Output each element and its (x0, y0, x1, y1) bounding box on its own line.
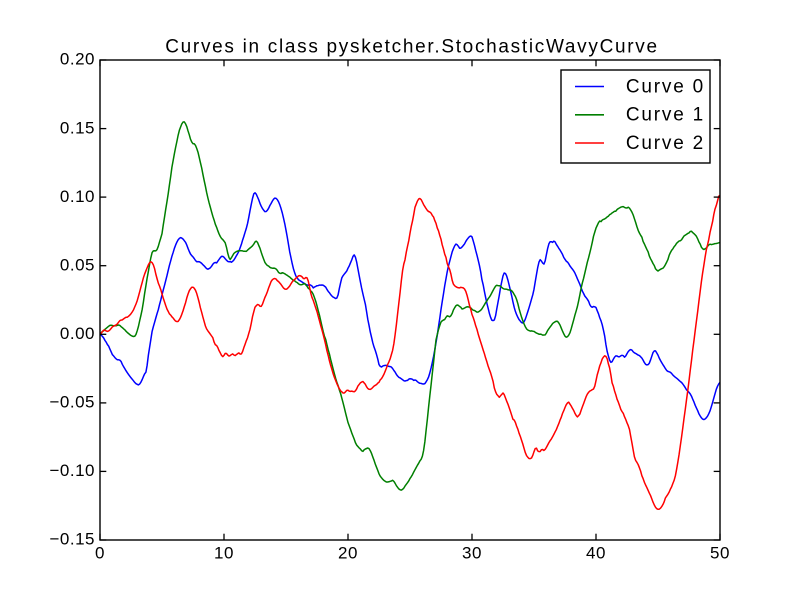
svg-text:10: 10 (214, 543, 234, 562)
svg-text:50: 50 (710, 543, 730, 562)
svg-text:20: 20 (338, 543, 358, 562)
svg-text:0.20: 0.20 (60, 50, 95, 69)
svg-text:Curves in class pysketcher.Sto: Curves in class pysketcher.StochasticWav… (165, 37, 659, 58)
svg-text:40: 40 (586, 543, 606, 562)
svg-text:Curve 0: Curve 0 (626, 76, 705, 97)
svg-text:Curve 2: Curve 2 (626, 133, 705, 154)
svg-text:−0.10: −0.10 (49, 461, 95, 480)
svg-text:Curve 1: Curve 1 (626, 105, 705, 126)
svg-text:0.00: 0.00 (60, 324, 95, 343)
svg-text:0.10: 0.10 (60, 187, 95, 206)
svg-text:0: 0 (95, 543, 105, 562)
svg-text:0.15: 0.15 (60, 118, 95, 137)
svg-text:−0.05: −0.05 (49, 393, 95, 412)
svg-text:0.05: 0.05 (60, 255, 95, 274)
svg-text:30: 30 (462, 543, 482, 562)
svg-text:−0.15: −0.15 (49, 530, 95, 549)
